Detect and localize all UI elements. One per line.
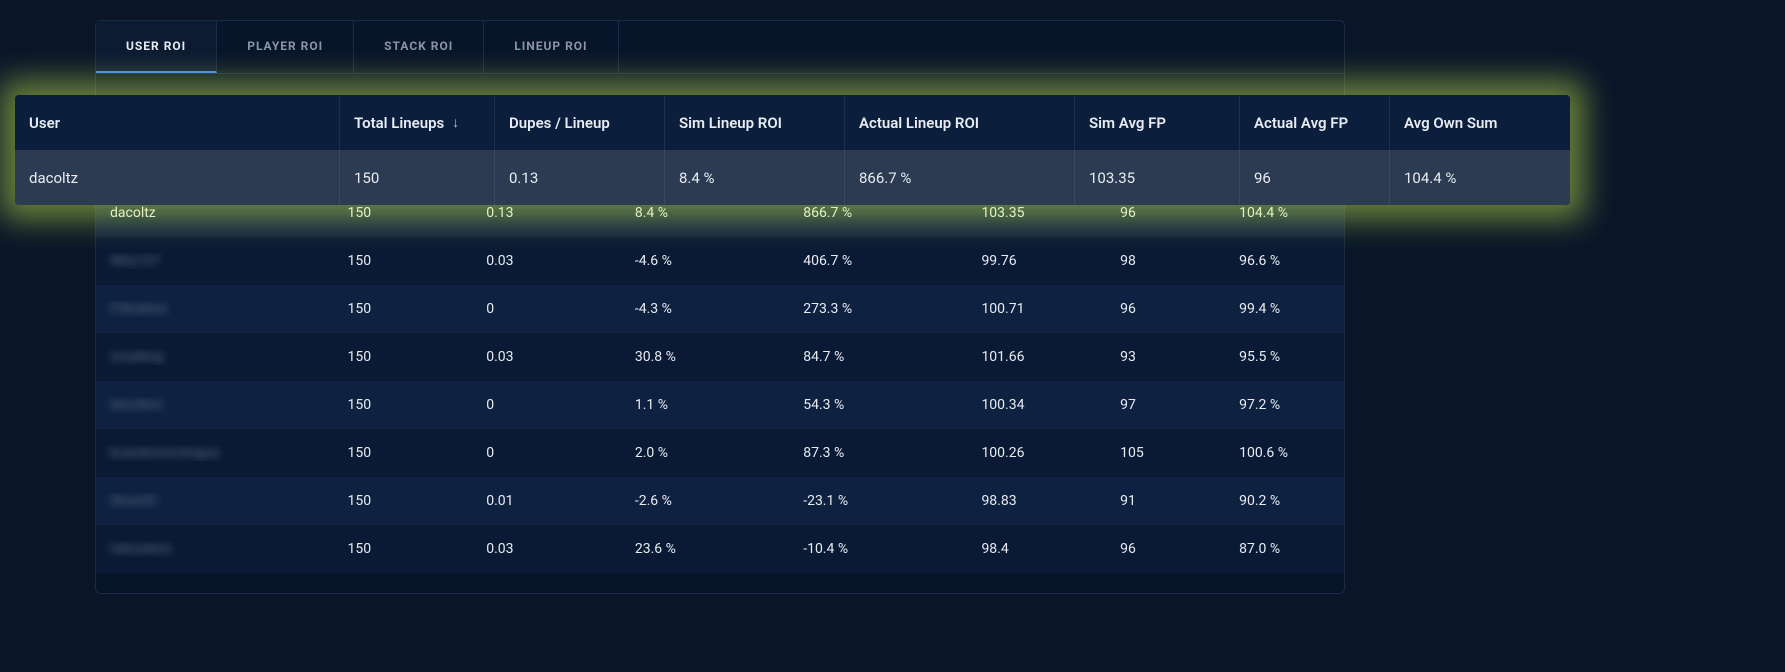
- cell-own: 104.4 %: [1225, 205, 1344, 221]
- cell-dupes: 0.03: [472, 253, 621, 269]
- cell-user: dacoltz: [96, 205, 334, 221]
- cell-user: brandonmchngoe: [96, 445, 334, 461]
- cell-user: dorothm: [96, 397, 334, 413]
- cell-afp: 98: [1106, 253, 1225, 269]
- cell-total: 150: [334, 493, 473, 509]
- cell-total: 150: [334, 349, 473, 365]
- cell-afp: 105: [1106, 445, 1225, 461]
- cell-user: Why107: [96, 253, 334, 269]
- cell-own: 95.5 %: [1225, 349, 1344, 365]
- table-row[interactable]: dorothm 150 0 1.1 % 54.3 % 100.34 97 97.…: [96, 381, 1344, 429]
- cell-sroi: -4.3 %: [621, 301, 789, 317]
- table-row[interactable]: Why107 150 0.03 -4.6 % 406.7 % 99.76 98 …: [96, 237, 1344, 285]
- highlight-aroi: 866.7 %: [845, 150, 1075, 205]
- cell-user: rebization: [96, 541, 334, 557]
- col-header-dupes[interactable]: Dupes / Lineup: [495, 95, 665, 150]
- tab-lineup-roi[interactable]: LINEUP ROI: [484, 21, 618, 73]
- highlight-afp: 96: [1240, 150, 1390, 205]
- tab-user-roi[interactable]: USER ROI: [96, 21, 217, 73]
- cell-total: 150: [334, 445, 473, 461]
- cell-own: 87.0 %: [1225, 541, 1344, 557]
- cell-user: smalling: [96, 349, 334, 365]
- cell-dupes: 0: [472, 301, 621, 317]
- cell-afp: 93: [1106, 349, 1225, 365]
- highlight-user: dacoltz: [15, 150, 340, 205]
- col-header-sfp[interactable]: Sim Avg FP: [1075, 95, 1240, 150]
- cell-total: 150: [334, 253, 473, 269]
- highlight-sroi: 8.4 %: [665, 150, 845, 205]
- cell-aroi: 54.3 %: [789, 397, 967, 413]
- cell-total: 150: [334, 397, 473, 413]
- highlight-data-row[interactable]: dacoltz 150 0.13 8.4 % 866.7 % 103.35 96…: [15, 150, 1570, 205]
- col-header-sroi[interactable]: Sim Lineup ROI: [665, 95, 845, 150]
- cell-own: 90.2 %: [1225, 493, 1344, 509]
- cell-sroi: -2.6 %: [621, 493, 789, 509]
- cell-aroi: 406.7 %: [789, 253, 967, 269]
- table-row[interactable]: rebization 150 0.03 23.6 % -10.4 % 98.4 …: [96, 525, 1344, 573]
- cell-sfp: 100.34: [967, 397, 1106, 413]
- cell-afp: 97: [1106, 397, 1225, 413]
- cell-dupes: 0.01: [472, 493, 621, 509]
- col-header-total[interactable]: Total Lineups ↓: [340, 95, 495, 150]
- cell-user: FStratton: [96, 301, 334, 317]
- cell-dupes: 0.13: [472, 205, 621, 221]
- cell-sfp: 100.26: [967, 445, 1106, 461]
- cell-afp: 96: [1106, 205, 1225, 221]
- highlight-header: User Total Lineups ↓ Dupes / Lineup Sim …: [15, 95, 1570, 150]
- highlighted-row-callout: User Total Lineups ↓ Dupes / Lineup Sim …: [15, 95, 1570, 205]
- tabs-bar: USER ROI PLAYER ROI STACK ROI LINEUP ROI: [96, 21, 1344, 74]
- col-header-user[interactable]: User: [15, 95, 340, 150]
- cell-total: 150: [334, 541, 473, 557]
- col-header-afp[interactable]: Actual Avg FP: [1240, 95, 1390, 150]
- table-row[interactable]: Shoe32 150 0.01 -2.6 % -23.1 % 98.83 91 …: [96, 477, 1344, 525]
- cell-sfp: 99.76: [967, 253, 1106, 269]
- cell-sroi: 1.1 %: [621, 397, 789, 413]
- highlight-own: 104.4 %: [1390, 150, 1570, 205]
- cell-aroi: 273.3 %: [789, 301, 967, 317]
- cell-aroi: -23.1 %: [789, 493, 967, 509]
- highlight-dupes: 0.13: [495, 150, 665, 205]
- cell-afp: 91: [1106, 493, 1225, 509]
- table-row[interactable]: smalling 150 0.03 30.8 % 84.7 % 101.66 9…: [96, 333, 1344, 381]
- cell-own: 97.2 %: [1225, 397, 1344, 413]
- col-header-own[interactable]: Avg Own Sum: [1390, 95, 1570, 150]
- cell-aroi: -10.4 %: [789, 541, 967, 557]
- tab-player-roi[interactable]: PLAYER ROI: [217, 21, 354, 73]
- cell-total: 150: [334, 205, 473, 221]
- cell-sroi: 23.6 %: [621, 541, 789, 557]
- highlight-sfp: 103.35: [1075, 150, 1240, 205]
- tab-stack-roi[interactable]: STACK ROI: [354, 21, 484, 73]
- cell-total: 150: [334, 301, 473, 317]
- cell-aroi: 866.7 %: [789, 205, 967, 221]
- cell-aroi: 87.3 %: [789, 445, 967, 461]
- cell-sroi: 30.8 %: [621, 349, 789, 365]
- cell-dupes: 0.03: [472, 349, 621, 365]
- cell-own: 99.4 %: [1225, 301, 1344, 317]
- cell-own: 96.6 %: [1225, 253, 1344, 269]
- col-header-total-label: Total Lineups: [354, 114, 444, 132]
- table-row[interactable]: brandonmchngoe 150 0 2.0 % 87.3 % 100.26…: [96, 429, 1344, 477]
- cell-sfp: 103.35: [967, 205, 1106, 221]
- cell-sroi: -4.6 %: [621, 253, 789, 269]
- cell-sfp: 98.4: [967, 541, 1106, 557]
- cell-own: 100.6 %: [1225, 445, 1344, 461]
- cell-dupes: 0.03: [472, 541, 621, 557]
- cell-afp: 96: [1106, 541, 1225, 557]
- cell-afp: 96: [1106, 301, 1225, 317]
- cell-sfp: 98.83: [967, 493, 1106, 509]
- bottom-pad: [96, 573, 1344, 593]
- cell-sroi: 8.4 %: [621, 205, 789, 221]
- cell-dupes: 0: [472, 445, 621, 461]
- cell-sfp: 101.66: [967, 349, 1106, 365]
- table-row[interactable]: FStratton 150 0 -4.3 % 273.3 % 100.71 96…: [96, 285, 1344, 333]
- cell-sroi: 2.0 %: [621, 445, 789, 461]
- col-header-aroi[interactable]: Actual Lineup ROI: [845, 95, 1075, 150]
- cell-user: Shoe32: [96, 493, 334, 509]
- cell-dupes: 0: [472, 397, 621, 413]
- sort-desc-icon: ↓: [452, 114, 459, 131]
- cell-aroi: 84.7 %: [789, 349, 967, 365]
- highlight-total: 150: [340, 150, 495, 205]
- cell-sfp: 100.71: [967, 301, 1106, 317]
